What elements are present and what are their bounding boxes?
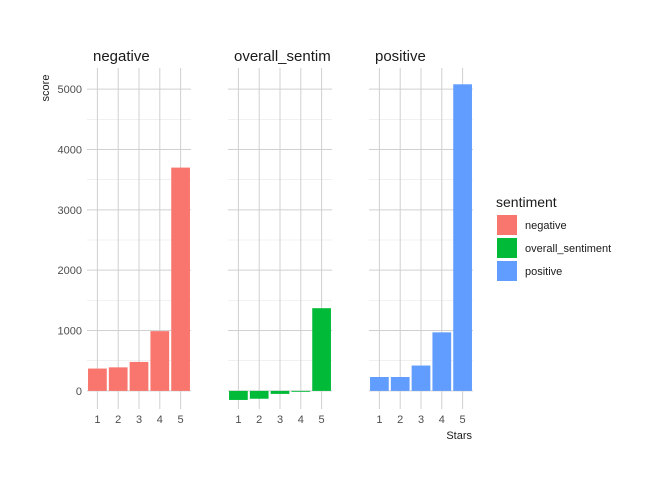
x-tick-label: 2 [397, 414, 403, 426]
x-tick-label: 5 [319, 414, 325, 426]
bar-overall_sentiment-3 [270, 390, 290, 394]
panel-negative: 1 2 3 4 5 negative [87, 48, 191, 426]
x-tick-label: 1 [376, 414, 382, 426]
x-tick-label: 3 [277, 414, 283, 426]
panel-positive: 1 2 3 4 5 positive [369, 48, 473, 426]
legend-label-positive: positive [525, 266, 562, 278]
bar-overall_sentiment-2 [249, 390, 269, 399]
x-tick-label: 5 [178, 414, 184, 426]
facet-panels: 1 2 3 4 5 negative 1 2 3 4 5 overall_sentim 1 2 3 4 5 pos… [87, 48, 473, 426]
legend-key-overall_sentiment [497, 238, 517, 258]
bar-positive-3 [411, 365, 431, 391]
y-tick-label: 2000 [58, 265, 82, 277]
y-tick-label: 4000 [58, 144, 82, 156]
x-tick-label: 2 [256, 414, 262, 426]
bar-negative-2 [108, 367, 128, 391]
x-axis-title: Stars [446, 430, 472, 442]
bar-positive-1 [370, 377, 389, 391]
bar-overall_sentiment-1 [229, 390, 248, 400]
panel-overall_sentiment: 1 2 3 4 5 overall_sentim [228, 48, 332, 426]
facet-title-negative: negative [93, 48, 150, 65]
legend-title: sentiment [496, 194, 557, 210]
x-tick-label: 2 [115, 414, 121, 426]
bar-negative-5 [171, 167, 190, 391]
x-tick-label: 4 [439, 414, 445, 426]
x-tick-label: 3 [418, 414, 424, 426]
bar-positive-2 [390, 377, 410, 391]
y-tick-label: 5000 [58, 84, 82, 96]
bar-overall_sentiment-5 [312, 308, 331, 391]
bar-negative-4 [150, 331, 170, 391]
legend-key-negative [497, 215, 517, 235]
bar-negative-3 [129, 361, 149, 391]
x-tick-label: 4 [157, 414, 163, 426]
y-axis-title: score [40, 75, 52, 102]
y-axis: score 0 1000 2000 3000 4000 5000 [40, 75, 82, 398]
facet-title-positive: positive [375, 48, 426, 65]
bar-positive-5 [453, 84, 472, 391]
x-tick-label: 5 [460, 414, 466, 426]
legend-key-positive [497, 261, 517, 281]
y-tick-label: 3000 [58, 205, 82, 217]
x-tick-label: 4 [298, 414, 304, 426]
y-tick-label: 1000 [58, 326, 82, 338]
x-tick-label: 3 [136, 414, 142, 426]
legend-label-negative: negative [525, 220, 567, 232]
bar-positive-4 [432, 332, 452, 391]
legend-label-overall_sentiment: overall_sentiment [525, 243, 611, 255]
facet-title-overall_sentiment: overall_sentim [234, 48, 331, 65]
bar-overall_sentiment-4 [291, 390, 311, 392]
legend: sentiment negative overall_sentimentposit… [496, 194, 611, 281]
bar-negative-1 [88, 368, 107, 391]
y-tick-label: 0 [76, 386, 82, 398]
x-tick-label: 1 [94, 414, 100, 426]
x-tick-label: 1 [235, 414, 241, 426]
